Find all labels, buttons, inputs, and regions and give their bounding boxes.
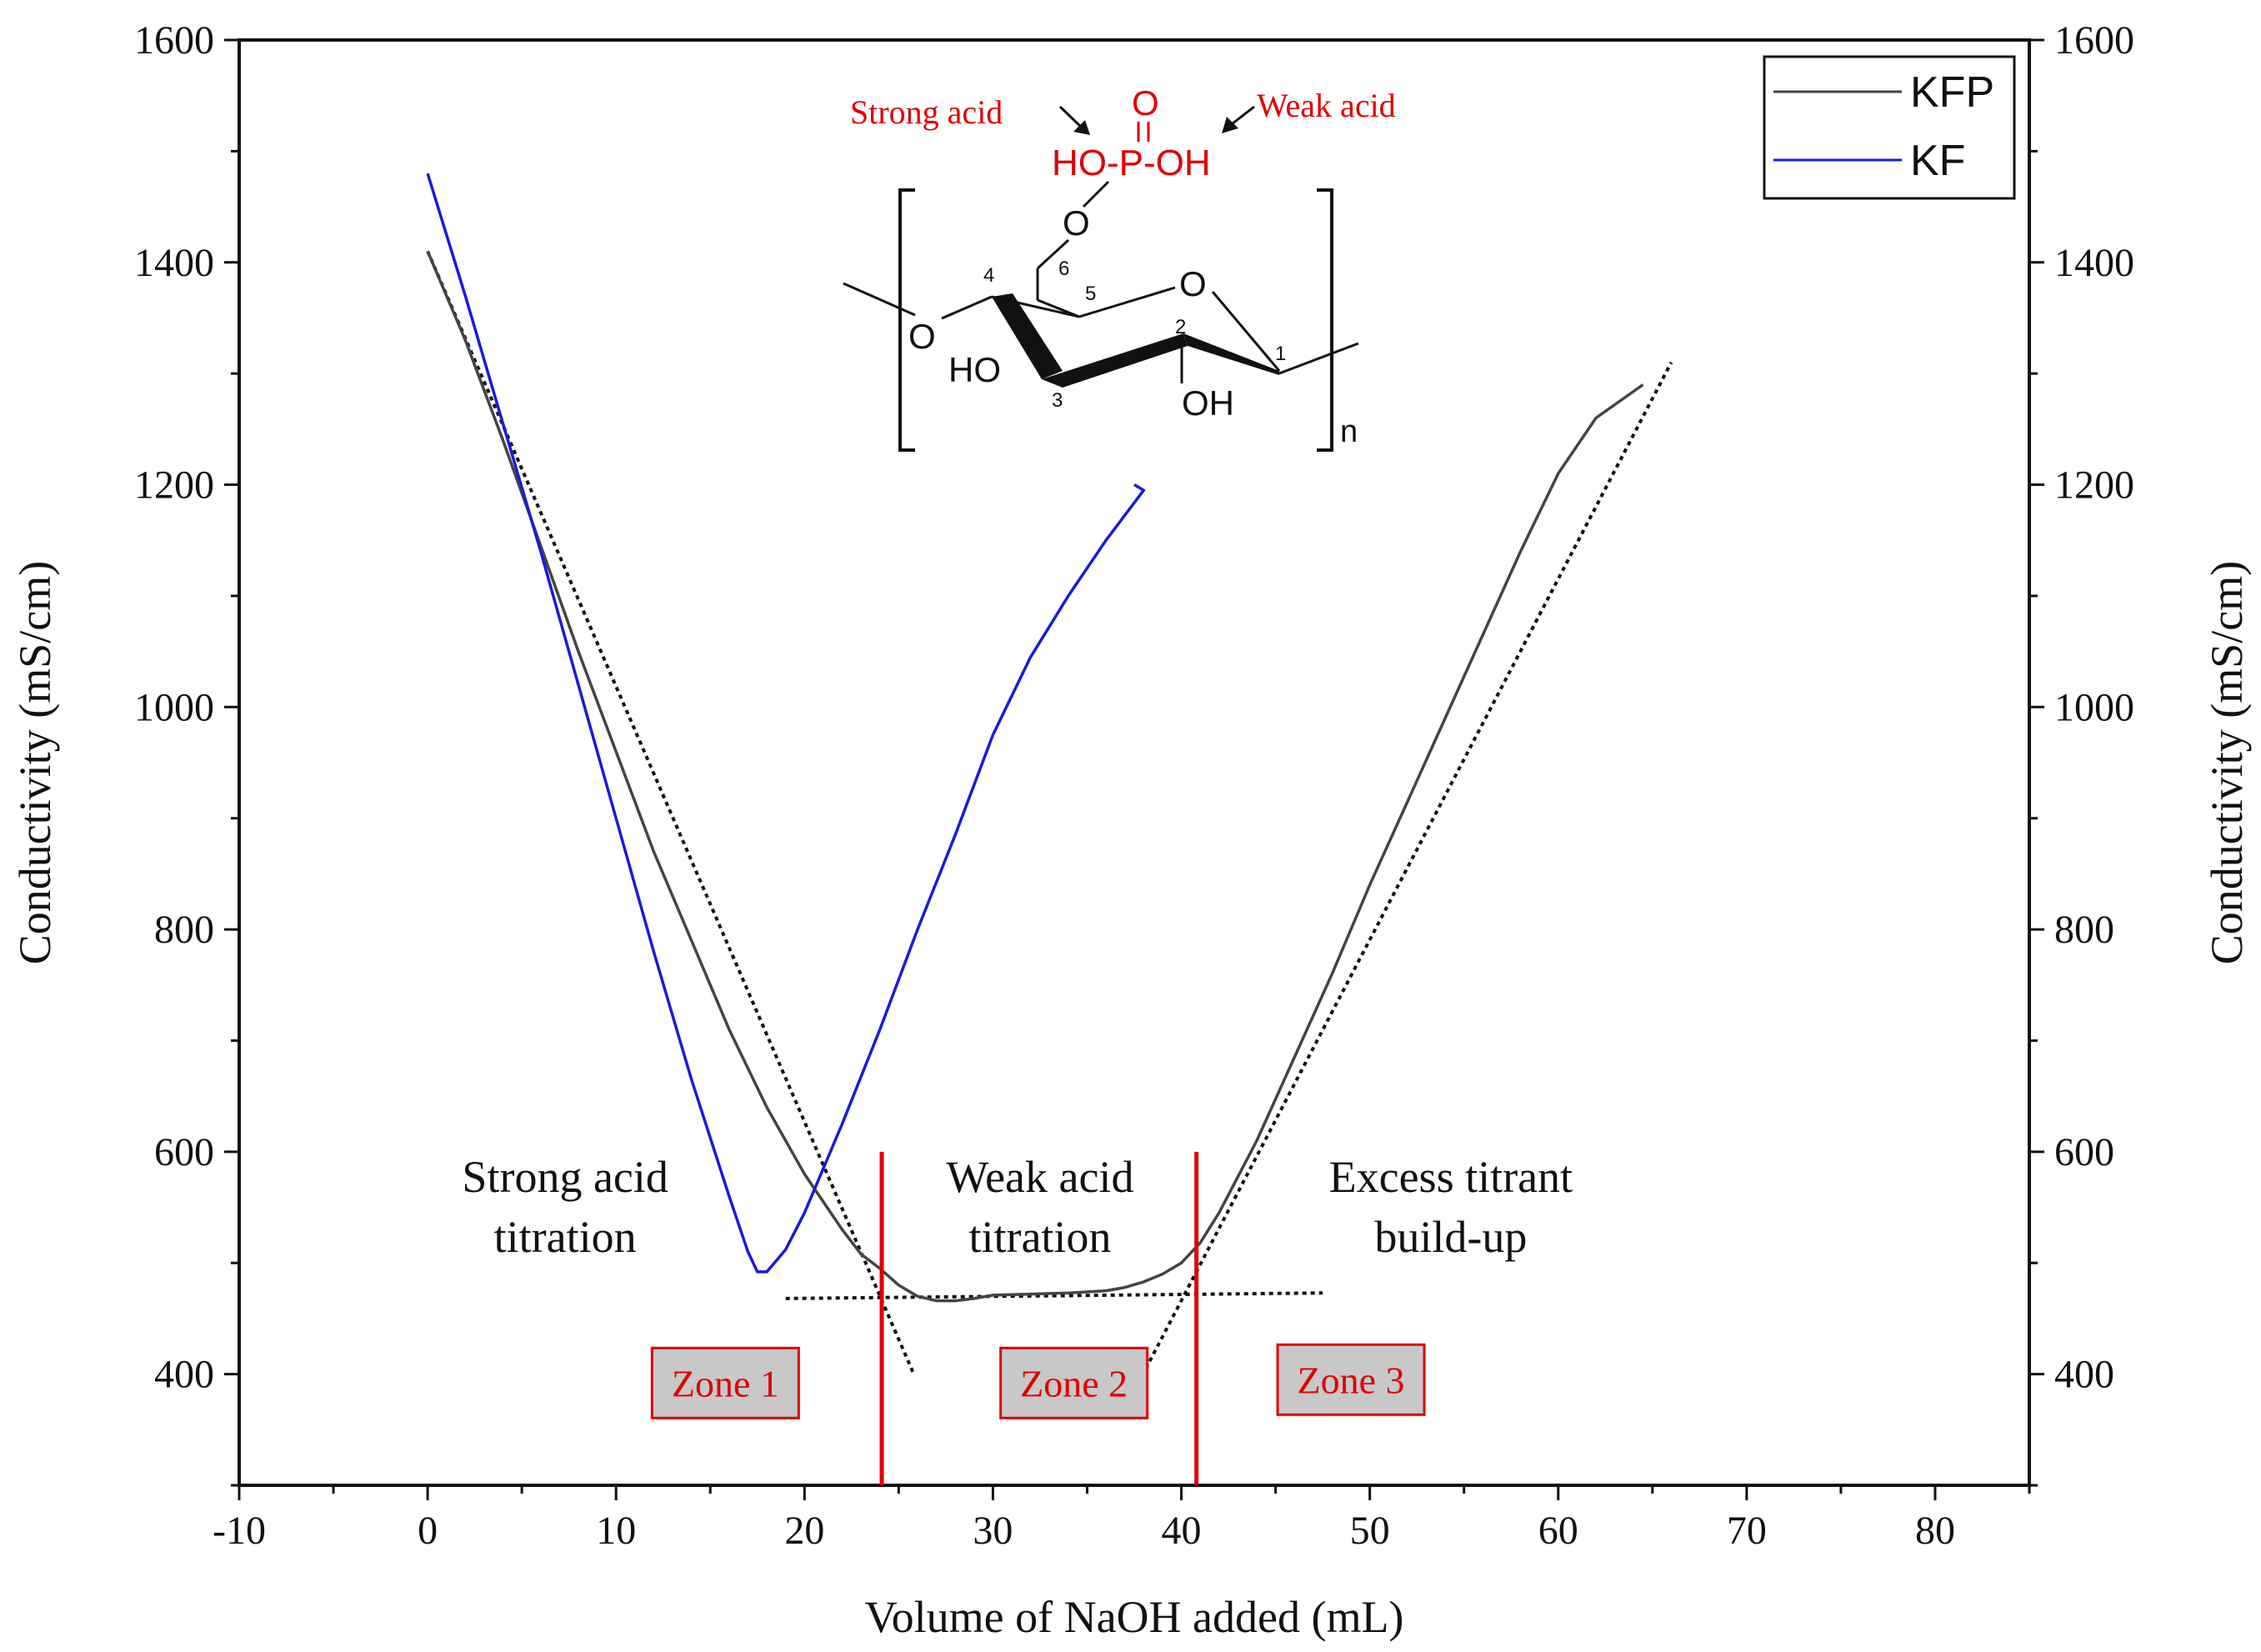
y-right-tick-label: 1600: [2054, 18, 2134, 63]
x-tick-label: 30: [973, 1509, 1013, 1553]
zone-boundaries: [879, 1151, 1199, 1485]
c2-hydroxyl: OH: [1182, 383, 1234, 423]
y-axis-title-right: Conductivity (mS/cm): [2202, 561, 2252, 964]
repeat-subscript: n: [1340, 414, 1358, 449]
zone-label-1: Zone 1: [672, 1362, 779, 1404]
y-axis-title-left: Conductivity (mS/cm): [10, 561, 60, 964]
legend-label-kfp: KFP: [1910, 68, 1994, 117]
region-label-3-line-1: Excess titrant: [1329, 1152, 1573, 1202]
zone-box-1: [650, 1346, 800, 1419]
bond-c1-glyco: [1278, 342, 1359, 375]
region-labels: Strong acid titration Weak acid titration Ex…: [462, 1152, 1573, 1262]
y-left-tick-label: 400: [154, 1353, 214, 1397]
region-label-2-line-2: titration: [968, 1212, 1111, 1262]
strong-acid-arrow: [1058, 105, 1085, 131]
plot-frame: [238, 38, 2031, 1487]
bond-c4-o: [941, 295, 993, 320]
x-tick-label: 80: [1915, 1509, 1955, 1553]
bond-oring-c1: [1211, 291, 1281, 372]
wedge-c2-c1: [1183, 333, 1279, 375]
bond-o6-c6: [1036, 238, 1070, 270]
strong-acid-label: Strong acid: [850, 93, 1003, 131]
c3-hydroxyl: HO: [948, 350, 1001, 389]
tangent-line-3: [1133, 361, 1673, 1392]
data-series: [426, 173, 1644, 1303]
zone-label-2: Zone 2: [1020, 1362, 1128, 1404]
ring-oxygen: O: [1179, 264, 1207, 303]
y-left-tick-label: 1000: [134, 685, 214, 729]
x-tick-label: -10: [213, 1509, 266, 1553]
y-left-tick-label: 1400: [134, 241, 214, 285]
phosphate-double-o: O: [1132, 83, 1159, 123]
series-line-kf: [426, 173, 1146, 1274]
x-tick-label: 20: [784, 1509, 824, 1553]
y-right-tick-label: 800: [2054, 908, 2114, 952]
c5-number: 5: [1085, 283, 1096, 305]
wedge-c3-c2: [1042, 333, 1188, 388]
y-left-tick-label: 1600: [134, 18, 214, 63]
region-label-2-line-1: Weak acid: [946, 1152, 1133, 1202]
tick-labels: -10 0 10 20 30 40 50 60 70 80 400 400 600 600 800 800 10…: [134, 18, 2134, 1553]
region-label-1-line-2: titration: [494, 1212, 637, 1262]
region-label-1-line-1: Strong acid: [462, 1152, 668, 1202]
tick-marks: [224, 38, 2044, 1500]
y-right-tick-label: 1200: [2054, 463, 2134, 508]
y-left-tick-label: 600: [154, 1130, 214, 1174]
x-tick-label: 40: [1162, 1509, 1202, 1553]
y-left-tick-label: 800: [154, 908, 214, 952]
y-right-tick-label: 1400: [2054, 241, 2134, 285]
c2-number: 2: [1175, 316, 1186, 338]
zone-label-3: Zone 3: [1298, 1359, 1405, 1401]
tangent-line-2: [785, 1291, 1323, 1300]
x-axis-title: Volume of NaOH added (mL): [865, 1592, 1404, 1642]
right-bracket: [1317, 188, 1333, 452]
region-label-3-line-2: build-up: [1374, 1212, 1527, 1262]
bond-o-left: [843, 282, 916, 317]
c6-number: 6: [1058, 258, 1069, 280]
wedge-c4-c3: [992, 293, 1063, 379]
weak-acid-label: Weak acid: [1257, 87, 1396, 124]
o6-atom: O: [1063, 203, 1090, 243]
legend: KFP KF: [1763, 55, 2016, 200]
x-tick-label: 70: [1727, 1509, 1767, 1553]
c1-number: 1: [1275, 343, 1286, 365]
strong-acid-arrowhead: [1073, 120, 1090, 135]
y-right-tick-label: 400: [2054, 1353, 2114, 1397]
legend-label-kf: KF: [1910, 137, 1965, 185]
series-line-kfp: [426, 250, 1644, 1303]
phosphate-group: HO-P-OH: [1052, 143, 1211, 183]
y-right-tick-label: 600: [2054, 1130, 2114, 1174]
y-left-tick-label: 1200: [134, 463, 214, 508]
x-tick-label: 0: [418, 1509, 438, 1553]
x-tick-label: 10: [596, 1509, 636, 1553]
weak-acid-arrowhead: [1222, 117, 1238, 133]
zone-box-2: [999, 1346, 1149, 1419]
glycosidic-oxygen: O: [908, 317, 936, 356]
zone-labels: Zone 1 Zone 2 Zone 3: [650, 1343, 1426, 1419]
x-tick-label: 60: [1538, 1509, 1578, 1553]
bond-c5-oring: [1078, 286, 1176, 318]
x-tick-label: 50: [1350, 1509, 1390, 1553]
zone-box-3: [1276, 1343, 1426, 1416]
y-right-tick-label: 1000: [2054, 685, 2134, 729]
legend-box: [1763, 55, 2016, 200]
left-bracket: [898, 188, 915, 452]
c4-number: 4: [983, 264, 994, 287]
cellulose-phosphate-structure: Strong acid Weak acid O HO-P-OH O 6 4 5 …: [843, 83, 1396, 452]
c3-number: 3: [1052, 389, 1063, 412]
bond-o-p: [1082, 180, 1110, 208]
